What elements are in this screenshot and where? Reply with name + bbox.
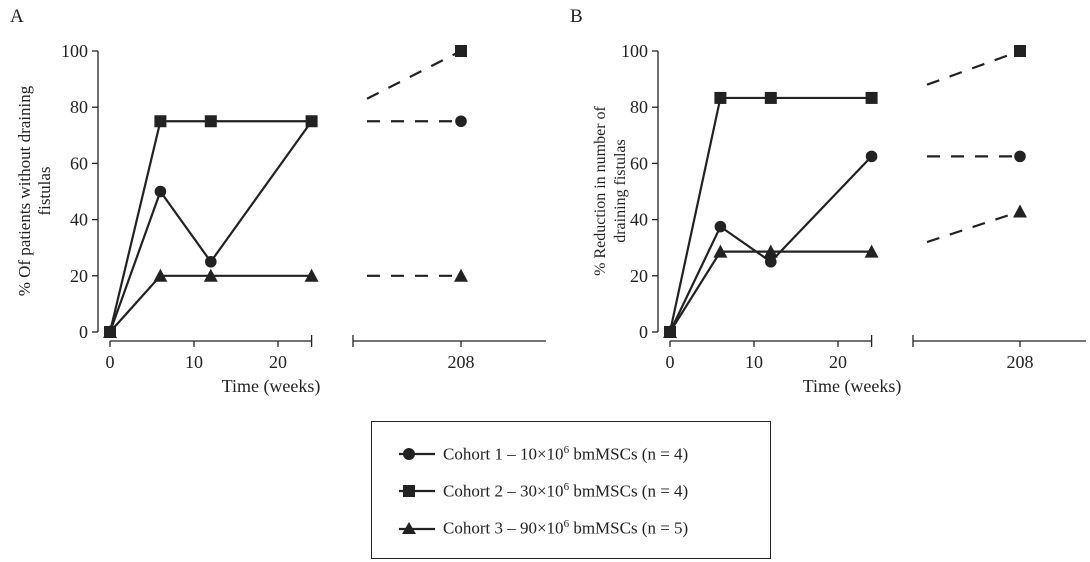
series-line-circle	[108, 120, 313, 333]
data-point-triangle	[864, 244, 879, 258]
data-point-square	[204, 115, 217, 128]
legend-label: Cohort 1 – 10×106 bmMSCs (n = 4)	[443, 443, 689, 464]
x-tick-label: 208	[1007, 352, 1034, 372]
series-dashed-square	[366, 50, 462, 100]
series-dashed-square	[926, 49, 1021, 86]
legend-label: Cohort 3 – 90×106 bmMSCs (n = 5)	[443, 517, 689, 538]
x-tick-label: 20	[269, 352, 287, 372]
panel-a-letter: A	[10, 6, 24, 27]
data-point-square	[455, 45, 467, 57]
data-point-triangle	[1013, 204, 1027, 218]
legend-label: Cohort 2 – 30×106 bmMSCs (n = 4)	[443, 480, 689, 501]
circle-marker-icon	[399, 448, 435, 460]
y-tick-label: 0	[79, 322, 88, 342]
triangle-marker-icon	[399, 522, 435, 534]
data-point-circle	[205, 255, 217, 268]
data-point-circle	[1014, 150, 1026, 163]
square-marker-icon	[399, 485, 435, 497]
data-point-triangle	[663, 325, 677, 338]
data-point-triangle	[454, 268, 468, 282]
x-tick-label: 10	[745, 352, 763, 372]
x-tick-label: 0	[106, 352, 115, 372]
series-line-circle	[669, 155, 873, 333]
x-tick-label: 0	[666, 352, 675, 372]
data-point-circle	[154, 185, 167, 198]
data-point-triangle	[713, 244, 728, 258]
panel-b-xlabel: Time (weeks)	[802, 376, 902, 396]
series-dashed-triangle	[926, 210, 1021, 244]
data-point-triangle	[304, 268, 319, 282]
data-point-square	[865, 91, 878, 104]
y-tick-label: 100	[621, 41, 648, 61]
legend-item-cohort-1: Cohort 1 – 10×106 bmMSCs (n = 4)	[372, 442, 688, 466]
x-tick-label: 10	[185, 352, 203, 372]
legend-item-cohort-3: Cohort 3 – 90×106 bmMSCs (n = 5)	[372, 516, 688, 540]
data-point-triangle	[203, 268, 218, 282]
panel-a-xlabel: Time (weeks)	[221, 376, 321, 396]
data-point-triangle	[103, 325, 117, 338]
y-tick-label: 20	[630, 266, 648, 286]
y-tick-label: 40	[70, 210, 88, 230]
y-tick-label: 20	[70, 266, 88, 286]
y-tick-label: 0	[639, 322, 648, 342]
series-line-triangle	[669, 250, 872, 333]
data-point-square	[154, 115, 167, 128]
y-tick-label: 80	[70, 97, 88, 117]
data-point-triangle	[763, 244, 778, 258]
y-tick-label: 40	[630, 210, 648, 230]
data-point-circle	[765, 255, 777, 268]
panel-b-ylabel: % Reduction in number of draining fistul…	[592, 106, 629, 276]
data-point-circle	[455, 115, 467, 128]
data-point-circle	[714, 220, 727, 233]
charts-canvas: 0 20 40 60 80 100 0 10 20 208 0 20 40 60 80 100 0 10 20 208	[61, 41, 1086, 372]
series-line-square	[668, 96, 872, 333]
series-line-square	[108, 120, 312, 333]
series-line-triangle	[109, 274, 312, 333]
y-tick-label: 80	[630, 97, 648, 117]
data-point-circle	[865, 150, 878, 163]
y-tick-label: 100	[61, 41, 88, 61]
data-point-square	[764, 91, 777, 104]
data-point-square	[305, 115, 318, 128]
panel-a-ylabel: % Of patients without draining fistulas	[15, 85, 54, 297]
x-tick-label: 208	[448, 352, 475, 372]
data-point-triangle	[153, 268, 168, 282]
y-tick-label: 60	[630, 153, 648, 173]
x-tick-label: 20	[829, 352, 847, 372]
y-tick-label: 60	[70, 153, 88, 173]
legend-item-cohort-2: Cohort 2 – 30×106 bmMSCs (n = 4)	[372, 479, 688, 503]
panel-b-letter: B	[570, 6, 583, 27]
data-point-square	[714, 91, 727, 104]
data-point-square	[1014, 45, 1026, 57]
legend: Cohort 1 – 10×106 bmMSCs (n = 4) Cohort …	[371, 421, 771, 559]
